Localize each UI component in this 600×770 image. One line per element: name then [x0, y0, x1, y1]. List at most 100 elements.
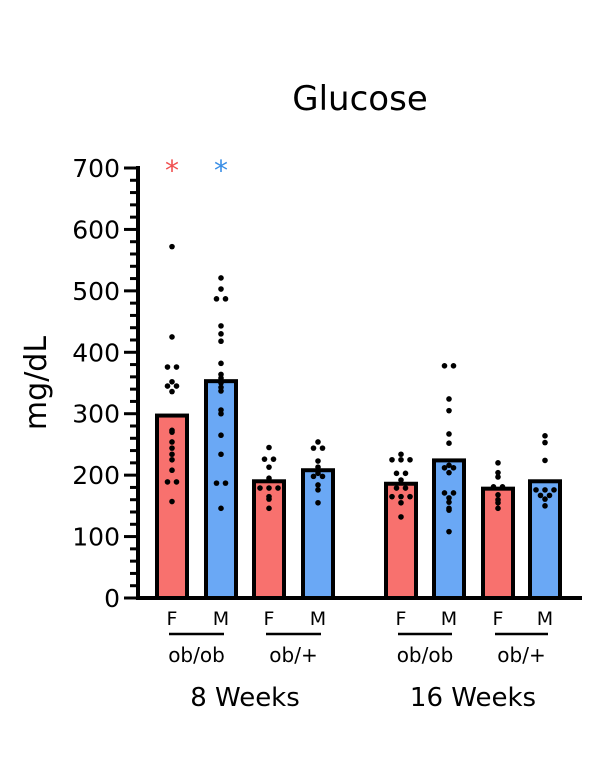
data-point — [261, 456, 268, 462]
data-point — [499, 484, 506, 490]
data-point — [169, 498, 175, 505]
data-point — [275, 485, 281, 491]
data-point — [270, 456, 277, 462]
data-point — [218, 338, 224, 345]
data-point — [446, 431, 452, 437]
data-point — [315, 439, 321, 445]
data-point — [222, 296, 229, 302]
data-point — [218, 451, 224, 458]
data-point — [218, 360, 224, 367]
data-point — [446, 499, 452, 505]
y-tick-label: 400 — [72, 338, 120, 367]
data-point — [450, 464, 457, 471]
y-tick-label: 0 — [104, 584, 120, 613]
data-point — [546, 492, 553, 499]
data-point — [315, 464, 321, 470]
y-tick-label: 500 — [72, 277, 120, 306]
sex-label: M — [537, 608, 553, 630]
data-point — [218, 432, 224, 439]
data-point — [218, 275, 224, 281]
data-point — [441, 490, 448, 496]
data-point — [164, 383, 171, 389]
data-point — [315, 499, 321, 506]
x-labels: 8 Weeks ob/ob F Mob/+ F M 16 Weeks ob/ob F Mob/+ F… — [167, 608, 554, 713]
data-point — [169, 388, 175, 395]
data-point — [169, 439, 175, 445]
data-point — [542, 496, 548, 502]
data-point — [218, 380, 224, 386]
y-tick-label: 600 — [72, 215, 120, 244]
data-point — [389, 456, 395, 463]
data-point — [446, 396, 452, 402]
data-point — [169, 451, 175, 458]
data-point — [169, 429, 175, 435]
data-point — [393, 485, 400, 491]
data-point — [164, 479, 171, 485]
data-point — [495, 492, 501, 498]
data-point — [398, 499, 404, 506]
data-point — [542, 433, 548, 439]
data-point — [402, 485, 409, 491]
data-point — [393, 470, 400, 477]
data-point — [446, 469, 452, 476]
data-point — [218, 375, 224, 381]
data-point — [266, 464, 272, 470]
data-point — [173, 479, 180, 485]
data-point — [173, 364, 180, 370]
data-point — [542, 439, 548, 446]
y-tick-label: 100 — [72, 523, 120, 552]
data-point — [169, 467, 175, 474]
sex-label: M — [310, 608, 326, 630]
data-point — [315, 487, 321, 493]
genotype-label: ob/+ — [269, 643, 317, 667]
data-point — [169, 445, 175, 451]
bar-M — [204, 379, 238, 600]
y-axis-label: mg/dL — [19, 336, 54, 430]
data-point — [446, 528, 452, 535]
data-point — [398, 451, 404, 458]
data-point — [266, 444, 272, 451]
sex-label: F — [396, 608, 407, 630]
timepoint-label: 8 Weeks — [190, 683, 300, 713]
data-point — [537, 492, 544, 499]
data-point — [164, 364, 171, 370]
sex-label: M — [213, 608, 229, 630]
data-point — [319, 445, 326, 451]
significance-asterisk: * — [165, 154, 179, 187]
data-point — [407, 493, 413, 500]
data-point — [446, 462, 452, 469]
data-point — [213, 296, 220, 302]
data-point — [533, 487, 539, 493]
data-point — [218, 331, 224, 337]
y-tick-label: 700 — [72, 154, 120, 183]
data-point — [551, 487, 557, 493]
genotype-label: ob/+ — [497, 643, 545, 667]
data-point — [446, 440, 452, 447]
data-point — [218, 286, 224, 292]
data-point — [407, 456, 413, 463]
data-point — [222, 480, 229, 486]
data-point — [218, 505, 224, 512]
data-point — [169, 456, 175, 463]
sex-label: M — [441, 608, 457, 630]
data-point — [446, 495, 452, 501]
genotype-label: ob/ob — [168, 643, 225, 667]
chart-title: Glucose — [292, 79, 427, 119]
data-point — [542, 457, 548, 464]
bars: * * — [155, 154, 562, 601]
data-point — [495, 499, 501, 506]
timepoint-label: 16 Weeks — [410, 683, 536, 713]
data-point — [173, 383, 180, 389]
data-point — [495, 474, 501, 480]
data-point — [257, 485, 263, 491]
data-point — [495, 469, 501, 476]
data-point — [310, 445, 317, 451]
data-point — [218, 410, 224, 417]
data-point — [490, 484, 497, 490]
data-point — [402, 470, 409, 477]
data-point — [441, 464, 448, 471]
data-point — [169, 243, 175, 250]
data-point — [315, 482, 321, 488]
data-point — [441, 363, 448, 369]
